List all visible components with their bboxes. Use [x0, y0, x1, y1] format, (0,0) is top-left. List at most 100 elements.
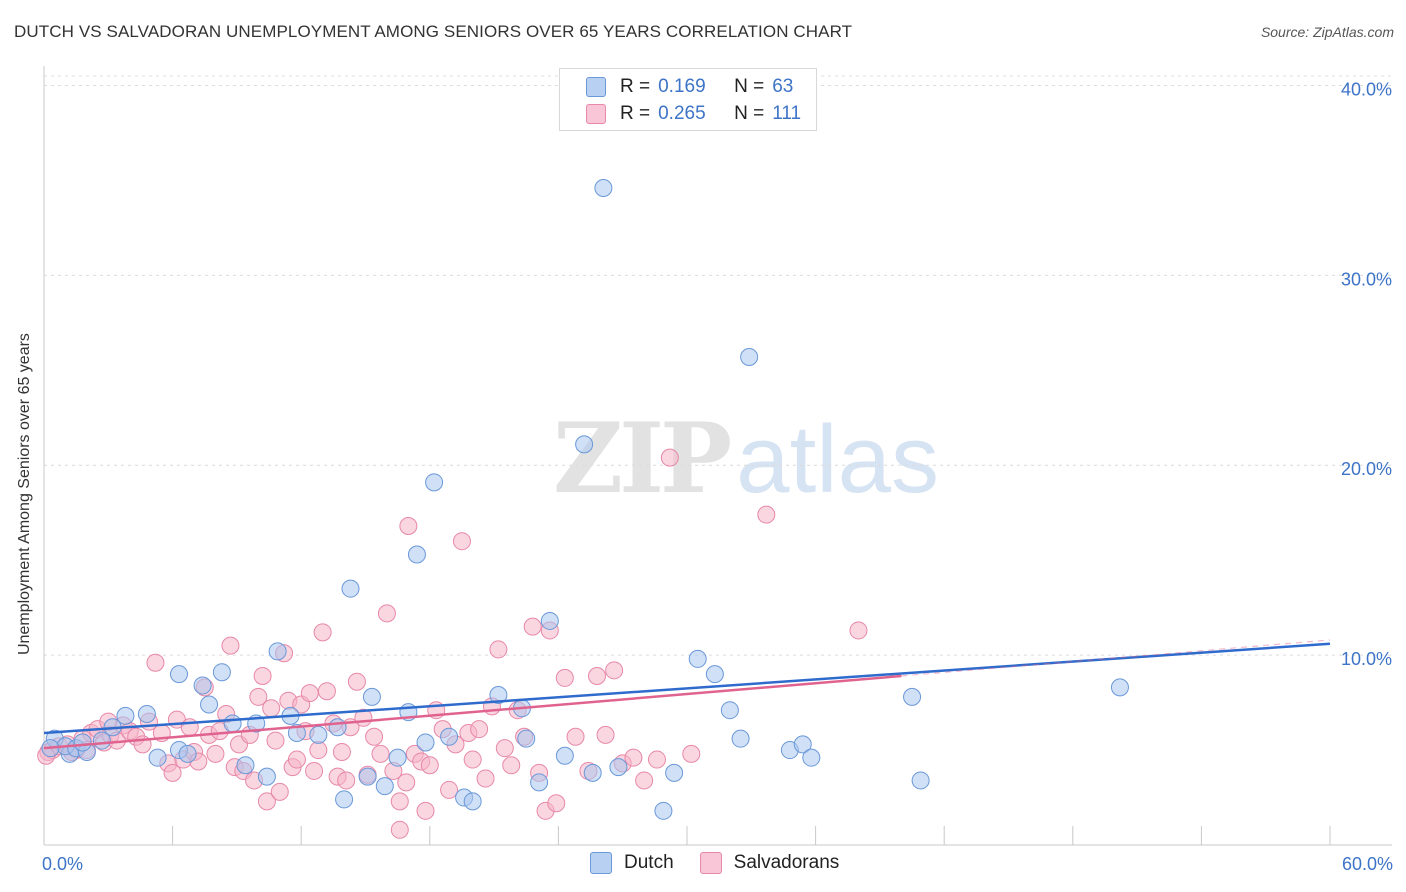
legend-r-label: R = — [620, 103, 651, 124]
salvadoran-point — [523, 617, 542, 636]
dutch-point — [236, 756, 255, 775]
dutch-point — [200, 695, 219, 714]
dutch-point — [911, 771, 930, 790]
dutch-point — [517, 729, 536, 748]
dutch-point — [463, 792, 482, 811]
dutch-point — [802, 748, 821, 767]
salvadoran-point — [253, 667, 272, 686]
legend-swatch-salvadorans — [586, 104, 606, 124]
dutch-point — [530, 773, 549, 792]
series-label-salvadorans: Salvadorans — [733, 852, 840, 873]
dutch-point — [489, 685, 508, 704]
y-tick-label: 20.0% — [1341, 459, 1392, 479]
series-legend-salvadorans[interactable]: Salvadorans — [699, 852, 840, 874]
salvadoran-point — [397, 773, 416, 792]
dutch-point — [654, 801, 673, 820]
dutch-point — [212, 663, 231, 682]
dutch-point — [705, 665, 724, 684]
salvadoran-point — [399, 517, 418, 536]
salvadoran-point — [371, 744, 390, 763]
dutch-point — [440, 727, 459, 746]
dutch-point — [425, 473, 444, 492]
salvadoran-point — [547, 794, 566, 813]
salvadoran-point — [440, 780, 459, 799]
dutch-point — [416, 733, 435, 752]
salvadoran-point — [146, 653, 165, 672]
salvadoran-point — [566, 727, 585, 746]
dutch-point — [178, 744, 197, 763]
y-axis-label: Unemployment Among Seniors over 65 years — [16, 133, 34, 655]
salvadoran-point — [635, 771, 654, 790]
legend-row-salvadorans: R = 0.265 N = 111 — [586, 102, 801, 126]
legend-n-value: 63 — [772, 76, 794, 97]
salvadoran-point — [682, 744, 701, 763]
salvadoran-point — [365, 727, 384, 746]
salvadoran-point — [249, 687, 268, 706]
dutch-point — [575, 435, 594, 454]
dutch-point — [341, 579, 360, 598]
x-tick-label-min: 0.0% — [42, 854, 83, 874]
salvadoran-point — [587, 667, 606, 686]
dutch-point — [257, 767, 276, 786]
y-axis-label-text: Unemployment Among Seniors over 65 years — [16, 333, 33, 655]
legend-swatch-dutch — [586, 77, 606, 97]
salvadoran-point — [262, 699, 281, 718]
salvadoran-point — [390, 820, 409, 839]
salvadoran-point — [624, 748, 643, 767]
dutch-point — [362, 687, 381, 706]
legend-r-value: 0.265 — [658, 103, 706, 124]
x-tick-label-max: 60.0% — [1342, 854, 1393, 874]
salvadoran-point — [305, 761, 324, 780]
legend-n-value: 111 — [772, 103, 802, 124]
dutch-point — [555, 746, 574, 765]
y-tick-label: 40.0% — [1341, 79, 1392, 99]
salvadoran-point — [420, 756, 439, 775]
dutch-point — [358, 767, 377, 786]
dutch-point — [137, 704, 156, 723]
dutch-point — [223, 714, 242, 733]
salvadoran-point — [660, 448, 679, 467]
dutch-point — [594, 179, 613, 198]
salvadoran-point — [313, 623, 332, 642]
chart-title: DUTCH VS SALVADORAN UNEMPLOYMENT AMONG S… — [14, 22, 853, 41]
series-label-dutch: Dutch — [624, 852, 674, 873]
salvadoran-point — [555, 668, 574, 687]
salvadoran-point — [317, 682, 336, 701]
salvadoran-point — [757, 505, 776, 524]
salvadoran-point — [287, 750, 306, 769]
dutch-point — [287, 723, 306, 742]
salvadoran-point — [163, 763, 182, 782]
salvadoran-point — [347, 672, 366, 691]
salvadoran-point — [596, 725, 615, 744]
dutch-point — [903, 687, 922, 706]
salvadoran-point — [647, 750, 666, 769]
dutch-point — [73, 733, 92, 752]
dutch-point — [268, 642, 287, 661]
legend-r-label: R = — [620, 76, 651, 97]
series-swatch-salvadorans — [699, 852, 722, 874]
correlation-legend: R = 0.169 N = 63 R = 0.265 N = 111 — [559, 68, 817, 131]
salvadoran-point — [309, 741, 328, 760]
legend-n-label: N = — [734, 76, 765, 97]
salvadoran-point — [332, 742, 351, 761]
salvadoran-point — [221, 636, 240, 655]
dutch-point — [170, 665, 189, 684]
dutch-trend-line — [43, 642, 1331, 735]
salvadoran-point — [489, 640, 508, 659]
salvadoran-point — [377, 604, 396, 623]
salvadoran-point — [390, 792, 409, 811]
legend-n-label: N = — [734, 103, 765, 124]
salvadoran-point — [470, 720, 489, 739]
salvadoran-point — [463, 750, 482, 769]
salvadoran-trend-extension — [901, 639, 1331, 677]
series-legend-dutch[interactable]: Dutch — [590, 852, 674, 874]
source-label: Source: ZipAtlas.com — [1260, 24, 1394, 40]
dutch-point — [335, 790, 354, 809]
dutch-point — [609, 758, 628, 777]
salvadoran-point — [257, 792, 276, 811]
dutch-point — [540, 611, 559, 630]
dutch-point — [793, 735, 812, 754]
salvadoran-point — [300, 684, 319, 703]
dutch-point — [720, 701, 739, 720]
